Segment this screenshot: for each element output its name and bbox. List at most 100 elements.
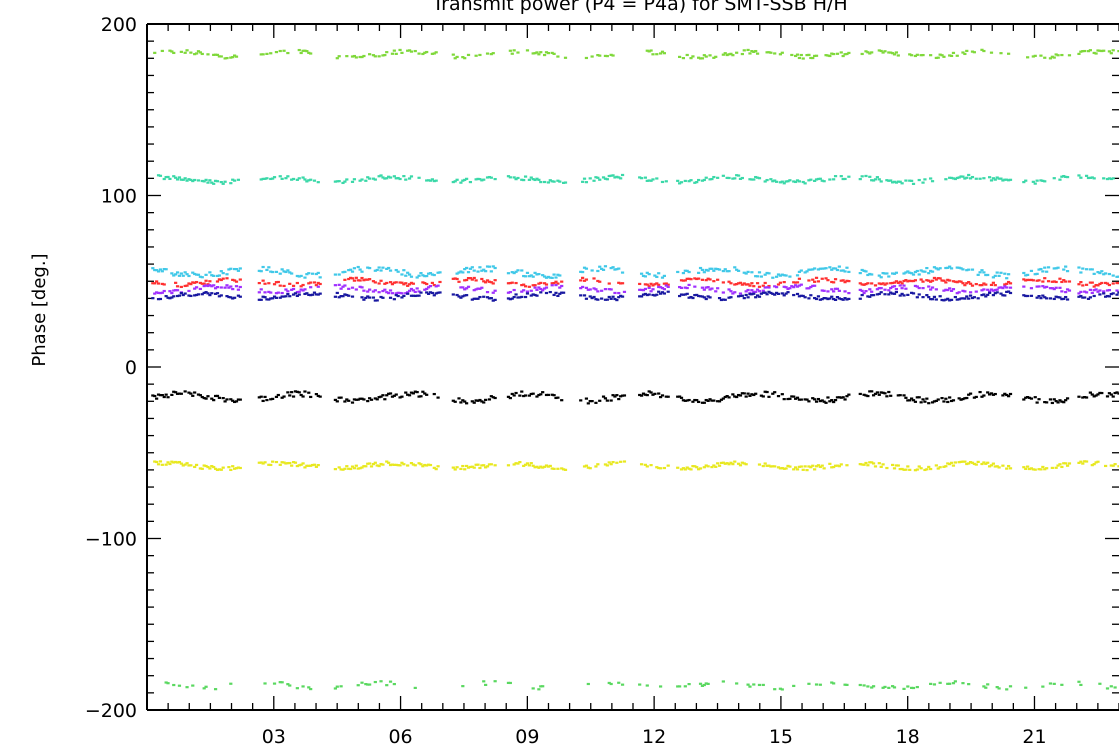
data-point — [388, 463, 393, 467]
data-point — [639, 394, 644, 397]
data-point — [639, 272, 644, 275]
data-point — [780, 51, 784, 54]
data-point — [955, 266, 959, 269]
data-point — [474, 288, 478, 291]
data-point — [702, 288, 706, 291]
data-point — [451, 466, 455, 469]
data-point — [598, 265, 602, 268]
data-point — [1050, 55, 1054, 58]
data-point — [643, 275, 647, 278]
data-point — [303, 276, 307, 279]
data-point — [316, 463, 320, 467]
data-point — [1092, 285, 1096, 288]
data-point — [603, 463, 608, 466]
data-point — [797, 56, 802, 60]
data-point — [965, 269, 969, 272]
data-point — [522, 283, 526, 286]
data-point — [733, 395, 737, 398]
data-point — [210, 397, 214, 400]
data-point — [908, 271, 912, 274]
data-point — [942, 279, 946, 282]
data-point — [303, 178, 307, 181]
data-point — [400, 395, 404, 398]
data-point — [915, 685, 919, 689]
data-point — [368, 278, 372, 281]
data-point — [813, 179, 817, 183]
data-point — [179, 392, 183, 395]
data-point — [643, 393, 647, 396]
data-point — [379, 269, 383, 272]
data-point — [1107, 177, 1112, 180]
data-point — [906, 270, 910, 273]
data-point — [1090, 291, 1094, 295]
data-point — [274, 395, 279, 399]
data-point — [1117, 281, 1119, 285]
data-point — [687, 283, 691, 287]
data-point — [1039, 468, 1043, 471]
data-point — [409, 461, 414, 465]
data-point — [689, 57, 693, 60]
data-point — [1060, 400, 1064, 403]
data-point — [754, 296, 758, 299]
data-point — [967, 683, 971, 686]
data-point — [989, 179, 994, 182]
data-point — [782, 294, 786, 297]
data-point — [269, 297, 273, 300]
data-point — [813, 280, 817, 283]
data-point — [423, 51, 427, 54]
data-point — [913, 469, 918, 472]
data-point — [911, 292, 916, 295]
data-point — [1098, 282, 1102, 286]
data-point — [1100, 49, 1104, 53]
data-point — [1039, 267, 1043, 271]
data-point — [350, 286, 355, 289]
data-point — [506, 681, 511, 685]
data-point — [187, 282, 191, 285]
data-point — [423, 288, 427, 291]
data-point — [657, 466, 661, 470]
data-point — [1054, 286, 1058, 289]
data-point — [908, 399, 912, 402]
data-point — [900, 467, 904, 471]
data-point — [738, 281, 743, 284]
data-point — [706, 286, 710, 289]
data-point — [991, 276, 995, 279]
data-point — [786, 397, 790, 401]
data-point — [714, 267, 718, 270]
data-point — [961, 397, 965, 401]
data-point — [1045, 270, 1049, 273]
data-point — [558, 292, 562, 295]
data-point — [1098, 391, 1102, 395]
data-point — [309, 52, 313, 55]
data-point — [864, 282, 868, 286]
data-point — [288, 295, 292, 298]
data-point — [847, 393, 851, 396]
data-point — [164, 268, 168, 271]
data-point — [835, 464, 840, 467]
data-point — [989, 464, 994, 467]
data-point — [611, 394, 615, 397]
data-point — [371, 462, 376, 466]
data-point — [961, 289, 965, 292]
data-point — [830, 288, 834, 291]
data-point — [871, 462, 876, 465]
data-point — [1041, 270, 1045, 273]
data-point — [839, 175, 843, 178]
data-point — [508, 281, 512, 285]
data-point — [776, 283, 781, 286]
data-point — [527, 178, 531, 181]
data-point — [210, 292, 214, 295]
data-point — [309, 464, 313, 467]
data-point — [725, 176, 729, 180]
data-point — [1084, 460, 1089, 463]
data-point — [508, 681, 512, 685]
data-point — [478, 53, 482, 57]
data-point — [269, 291, 273, 294]
data-point — [229, 468, 233, 472]
data-point — [769, 51, 773, 54]
data-point — [1024, 686, 1028, 689]
data-point — [750, 289, 754, 292]
data-point — [1065, 288, 1070, 291]
data-point — [609, 53, 613, 56]
data-point — [196, 50, 201, 53]
